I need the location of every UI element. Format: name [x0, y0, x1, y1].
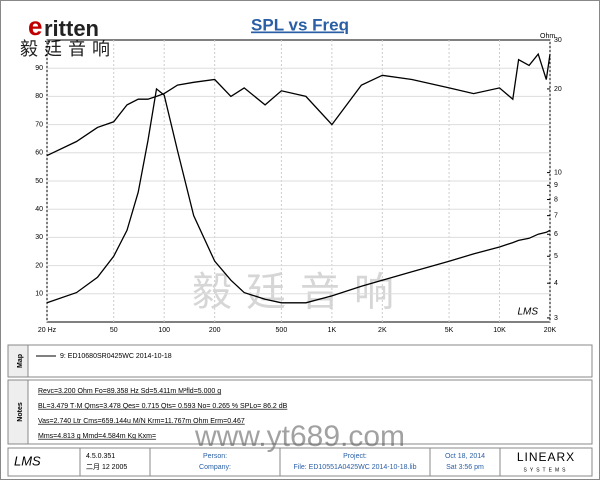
x-tick-label: 2K [378, 327, 387, 334]
x-tick-label: 5K [445, 327, 454, 334]
y-tick-label: 80 [35, 93, 43, 100]
company: Company: [199, 464, 231, 471]
y-tick-label: 30 [35, 234, 43, 241]
y2-tick-label: 30 [554, 37, 562, 44]
x-tick-label: 50 [110, 327, 118, 334]
footer-logo: LMS [14, 453, 41, 468]
y2-tick-label: 9 [554, 182, 558, 189]
notes-tab: Notes [17, 402, 24, 422]
logo: ritten [44, 16, 99, 41]
y-tick-label: 10 [35, 291, 43, 298]
note-line: BL=3.479 T·M Qms=3.478 Qes= 0.715 Qts= 0… [38, 403, 288, 410]
y-tick-label: 70 [35, 121, 43, 128]
chart-title: SPL vs Freq [251, 15, 349, 34]
logo-cn: 毅廷音响 [20, 39, 116, 59]
x-tick-label: 500 [276, 327, 288, 334]
footer [7, 447, 593, 477]
x-tick-label: 100 [158, 327, 170, 334]
x-tick-label: 20K [544, 327, 557, 334]
x-tick-label: 200 [209, 327, 221, 334]
map-tab: Map [17, 354, 24, 368]
y2-label: Ohm [540, 33, 555, 40]
y2-tick-label: 20 [554, 86, 562, 93]
y2-tick-label: 10 [554, 169, 562, 176]
series-line [46, 87, 551, 304]
date: Oct 18, 2014 [445, 453, 485, 460]
series-line [46, 52, 551, 157]
y-tick-label: 90 [35, 65, 43, 72]
y2-tick-label: 6 [554, 231, 558, 238]
watermark: 毅廷音响 [192, 271, 408, 315]
note-line: Mms=4.813 g Mmd=4.584m Kg Kxm= [38, 433, 156, 440]
y-tick-label: 40 [35, 206, 43, 213]
time: Sat 3:56 pm [446, 464, 484, 471]
build-date: 二月 12 2005 [86, 463, 127, 471]
y-tick-label: 60 [35, 150, 43, 157]
lms-mark: LMS [517, 307, 538, 318]
logo-e: e [28, 11, 42, 41]
y2-tick-label: 5 [554, 253, 558, 260]
x-tick-label: 10K [493, 327, 506, 334]
note-line: Revc=3.200 Ohm Fo=89.358 Hz Sd=5.411m M²… [38, 388, 221, 395]
watermark-url: www.yt689.com [194, 420, 405, 453]
y2-tick-label: 7 [554, 212, 558, 219]
x-tick-label: 1K [328, 327, 337, 334]
y2-tick-label: 3 [554, 315, 558, 322]
person: Person: [203, 453, 227, 460]
y2-tick-label: 4 [554, 280, 558, 287]
vendor-sub: SYSTEMS [524, 467, 569, 473]
vendor: LINEARX [517, 450, 575, 464]
version: 4.5.0.351 [86, 453, 115, 460]
file: File: ED10551A0425WC 2014-10-18.lib [294, 464, 417, 471]
y-tick-label: 50 [35, 178, 43, 185]
y2-tick-label: 8 [554, 196, 558, 203]
project: Project: [343, 453, 367, 460]
map-tab-bg [7, 344, 29, 378]
x-tick-label: 20 Hz [38, 327, 57, 334]
note-line: Vas=2.740 Ltr Cms=659.144u M/N Krm=11.76… [38, 418, 245, 425]
y-tick-label: 20 [35, 262, 43, 269]
notes-tab-bg [7, 379, 29, 445]
legend-entry[interactable]: 9: ED10680SR0425WC 2014-10-18 [60, 353, 172, 360]
